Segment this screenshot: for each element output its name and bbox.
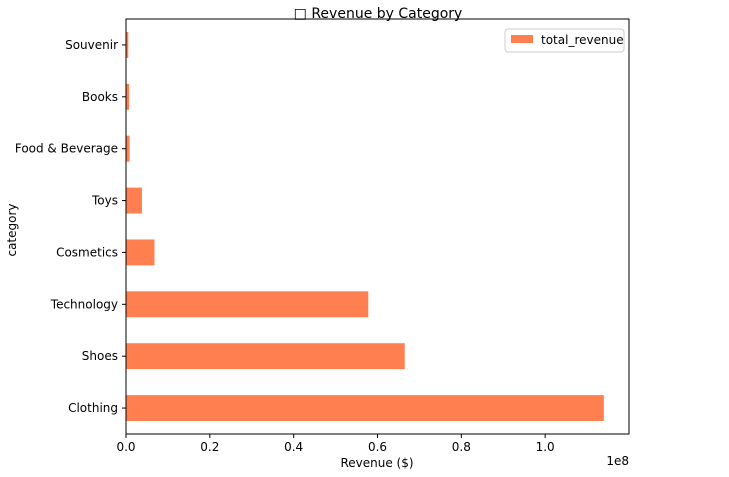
x-tick-label: 1.0 [536, 440, 555, 454]
y-tick-label: Clothing [68, 401, 118, 415]
y-tick-label: Cosmetics [56, 245, 118, 259]
bar-cosmetics [126, 239, 155, 266]
y-axis-ticks: Clothing Shoes Technology Cosmetics Toys Food… [15, 38, 126, 415]
y-tick-label: Shoes [82, 349, 118, 363]
plot-frame [125, 18, 630, 435]
bar-books [126, 83, 130, 110]
legend-label: total_revenue [541, 33, 624, 47]
y-tick-label: Books [82, 90, 118, 104]
y-tick-label: Toys [91, 194, 118, 208]
legend-frame [504, 28, 625, 53]
bar-shoes [126, 343, 405, 370]
bar-food-beverage [126, 135, 130, 162]
y-axis-label: category [5, 203, 19, 256]
x-tick-label: 0.4 [284, 440, 303, 454]
x-axis-ticks: 0.0 0.2 0.4 0.6 0.8 1.0 [116, 434, 555, 454]
y-tick-label: Food & Beverage [15, 142, 118, 156]
x-tick-label: 0.8 [452, 440, 471, 454]
bar-toys [126, 187, 142, 214]
chart-title: □ Revenue by Category [294, 6, 463, 22]
x-tick-label: 0.2 [200, 440, 219, 454]
bar-clothing [126, 395, 604, 422]
legend-swatch [511, 35, 533, 43]
x-axis-label: Revenue ($) [340, 456, 413, 470]
y-tick-label: Souvenir [65, 38, 118, 52]
bar-technology [126, 291, 369, 318]
legend: total_revenue [504, 28, 625, 53]
bar-souvenir [126, 31, 129, 58]
x-tick-label: 0.6 [368, 440, 387, 454]
bar-group [126, 31, 604, 422]
x-tick-label: 0.0 [116, 440, 135, 454]
y-tick-label: Technology [50, 297, 118, 311]
x-axis-offset-label: 1e8 [606, 454, 629, 468]
